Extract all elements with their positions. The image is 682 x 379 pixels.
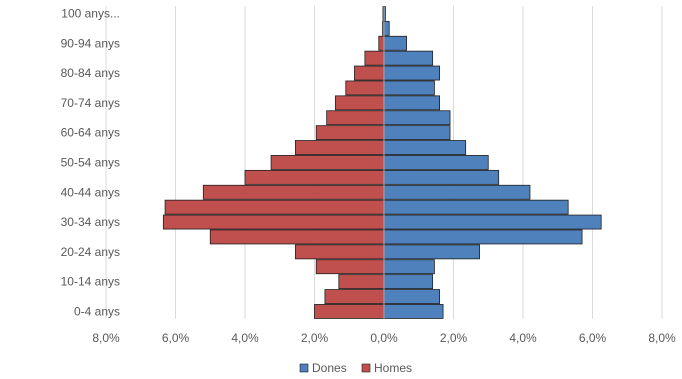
bar-homes — [334, 95, 385, 111]
y-tick-label: 30-34 anys — [61, 215, 120, 229]
legend-label-dones: Dones — [312, 361, 347, 375]
x-tick-label: 8,0% — [92, 331, 120, 345]
bar-homes — [270, 155, 385, 170]
y-tick-label: 80-84 anys — [61, 66, 120, 80]
y-tick-label: 0-4 anys — [74, 304, 120, 318]
bar-homes — [164, 199, 385, 215]
bar-homes — [162, 214, 385, 230]
legend-swatch-dones — [299, 363, 309, 373]
bar-homes — [314, 304, 385, 319]
x-tick-label: 8,0% — [648, 331, 676, 345]
bar-dones — [383, 95, 440, 111]
bar-dones — [383, 50, 434, 66]
bar-homes — [326, 110, 385, 126]
y-axis-labels: 0-4 anys 10-14 anys 20-24 anys 30-34 anys 40… — [61, 6, 120, 318]
legend: Dones Homes — [299, 361, 412, 375]
y-tick-label: 90-94 anys — [61, 36, 120, 50]
x-tick-label: 0,0% — [370, 331, 398, 345]
bar-dones — [383, 65, 440, 81]
bar-dones — [383, 289, 440, 304]
bar-dones — [383, 155, 489, 170]
bar-dones — [383, 229, 583, 245]
bar-dones — [383, 244, 480, 260]
bar-dones — [383, 110, 451, 126]
legend-label-homes: Homes — [374, 361, 412, 375]
x-axis-labels: 8,0% 6,0% 4,0% 2,0% 0,0% 2,0% 4,0% 6,0% 8,0% — [92, 331, 676, 345]
bar-homes — [324, 289, 385, 304]
bar-dones — [383, 35, 407, 51]
bars — [162, 6, 602, 319]
y-tick-label: 70-74 anys — [61, 96, 120, 110]
x-tick-label: 2,0% — [301, 331, 329, 345]
y-tick-label: 10-14 anys — [61, 275, 120, 289]
bar-dones — [383, 259, 435, 275]
bar-homes — [338, 274, 385, 290]
y-tick-label: 40-44 anys — [61, 185, 120, 199]
bar-homes — [345, 80, 385, 96]
bar-dones — [383, 80, 435, 96]
bar-homes — [378, 35, 385, 51]
bar-dones — [383, 140, 467, 155]
bar-homes — [202, 184, 385, 200]
bar-homes — [354, 65, 385, 81]
bar-dones — [383, 214, 602, 230]
bar-homes — [315, 259, 385, 275]
x-tick-label: 4,0% — [231, 331, 259, 345]
legend-swatch-homes — [361, 363, 371, 373]
bar-dones — [383, 199, 569, 215]
bar-homes — [294, 244, 385, 260]
x-tick-label: 2,0% — [440, 331, 468, 345]
y-tick-label: 20-24 anys — [61, 245, 120, 259]
y-tick-label: 100 anys... — [61, 6, 120, 20]
x-tick-label: 6,0% — [579, 331, 607, 345]
bar-homes — [315, 125, 385, 141]
bar-homes — [364, 50, 385, 66]
bar-dones — [383, 169, 500, 185]
x-tick-label: 4,0% — [509, 331, 537, 345]
bar-dones — [383, 184, 531, 200]
bar-dones — [383, 304, 444, 319]
bar-dones — [383, 125, 451, 141]
y-tick-label: 50-54 anys — [61, 155, 120, 169]
bar-dones — [383, 20, 390, 36]
x-tick-label: 6,0% — [162, 331, 190, 345]
bar-dones — [383, 274, 434, 290]
bar-homes — [294, 140, 385, 155]
y-tick-label: 60-64 anys — [61, 126, 120, 140]
bar-homes — [244, 169, 385, 185]
bar-homes — [209, 229, 385, 245]
